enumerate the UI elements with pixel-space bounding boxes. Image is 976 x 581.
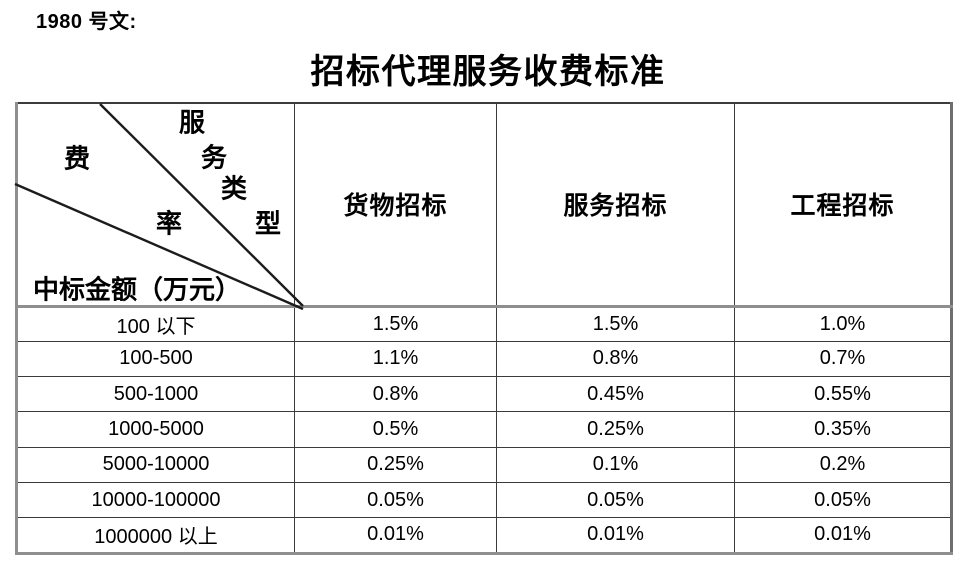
corner-char-rate: 率 <box>155 209 183 239</box>
rate-cell: 0.5% <box>294 411 497 448</box>
header-row: 服 务 类 型 费 率 中标金额（万元） 货物招标 服务招标 工程招标 <box>16 102 952 308</box>
rate-cell: 0.1% <box>496 446 735 483</box>
rate-cell: 0.05% <box>496 481 735 519</box>
rate-cell: 0.35% <box>734 411 952 448</box>
rate-cell: 0.05% <box>294 481 497 519</box>
rate-cell: 0.05% <box>734 481 952 519</box>
table-row: 100 以下 1.5% 1.5% 1.0% <box>16 305 952 342</box>
amount-range-cell: 500-1000 <box>16 376 295 413</box>
column-header-goods: 货物招标 <box>294 102 497 308</box>
amount-range-cell: 1000000 以上 <box>16 517 295 554</box>
rate-cell: 1.1% <box>294 340 497 378</box>
amount-axis-label: 中标金额（万元） <box>33 275 242 305</box>
fee-table-body: 100 以下 1.5% 1.5% 1.0% 100-500 1.1% 0.8% 0.7% 500… <box>16 305 952 554</box>
table-row: 5000-10000 0.25% 0.1% 0.2% <box>16 446 952 483</box>
amount-range-cell: 5000-10000 <box>16 446 295 483</box>
table-row: 10000-100000 0.05% 0.05% 0.05% <box>16 481 952 519</box>
rate-cell: 1.0% <box>734 305 952 342</box>
table-row: 100-500 1.1% 0.8% 0.7% <box>16 340 952 378</box>
page-title: 招标代理服务收费标准 <box>310 54 666 91</box>
corner-header-cell: 服 务 类 型 费 率 中标金额（万元） <box>16 102 295 308</box>
rate-cell: 0.8% <box>496 340 735 378</box>
doc-number-label: 1980 号文: <box>36 11 137 33</box>
rate-cell: 0.45% <box>496 376 735 413</box>
table-row: 1000-5000 0.5% 0.25% 0.35% <box>16 411 952 448</box>
table-row: 500-1000 0.8% 0.45% 0.55% <box>16 376 952 413</box>
amount-range-cell: 100-500 <box>16 340 295 378</box>
amount-range-cell: 100 以下 <box>16 305 295 342</box>
rate-cell: 0.25% <box>496 411 735 448</box>
corner-char-service-3: 类 <box>220 174 248 204</box>
column-header-works: 工程招标 <box>734 102 952 308</box>
table-row: 1000000 以上 0.01% 0.01% 0.01% <box>16 517 952 554</box>
corner-char-service-4: 型 <box>254 209 282 239</box>
corner-char-fee: 费 <box>63 144 91 174</box>
rate-cell: 0.55% <box>734 376 952 413</box>
rate-cell: 0.2% <box>734 446 952 483</box>
column-header-services: 服务招标 <box>496 102 735 308</box>
rate-cell: 0.01% <box>734 517 952 554</box>
fee-standard-table: 服 务 类 型 费 率 中标金额（万元） 货物招标 服务招标 工程招标 100 … <box>15 102 953 555</box>
rate-cell: 1.5% <box>294 305 497 342</box>
rate-cell: 0.01% <box>496 517 735 554</box>
rate-cell: 0.8% <box>294 376 497 413</box>
rate-cell: 1.5% <box>496 305 735 342</box>
rate-cell: 0.25% <box>294 446 497 483</box>
rate-cell: 0.7% <box>734 340 952 378</box>
amount-range-cell: 1000-5000 <box>16 411 295 448</box>
amount-range-cell: 10000-100000 <box>16 481 295 519</box>
corner-char-service-1: 服 <box>178 108 206 138</box>
rate-cell: 0.01% <box>294 517 497 554</box>
